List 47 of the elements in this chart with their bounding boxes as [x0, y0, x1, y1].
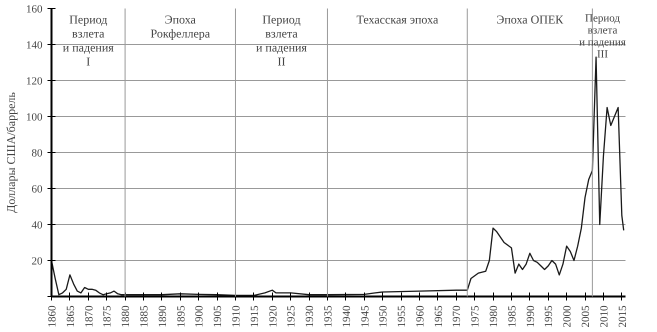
x-tick-label: 1970 [451, 305, 464, 328]
x-tick-label: 1975 [470, 305, 482, 328]
annotation: Эпоха ОПЕК [496, 12, 564, 26]
x-tick-label: 1890 [156, 305, 169, 328]
y-tick-label: 20 [32, 256, 43, 268]
x-tick-label: 1885 [138, 305, 150, 328]
x-tick-label: 1935 [322, 305, 334, 328]
x-tick-label: 1950 [378, 305, 390, 328]
x-tick-label: 1965 [432, 305, 445, 328]
annotation: Период взлета и падения II [256, 12, 308, 68]
y-tick-label: 160 [26, 4, 43, 16]
x-tick-label: 1925 [286, 305, 298, 328]
x-tick-label: 1875 [102, 305, 114, 328]
x-tick-label: 1930 [304, 305, 316, 328]
x-tick-label: 1880 [120, 305, 132, 328]
x-tick-label: 2005 [580, 305, 592, 328]
y-tick-label: 60 [32, 184, 43, 196]
x-tick-label: 1895 [175, 305, 188, 328]
annotation: Эпоха Рокфеллера [150, 12, 211, 40]
annotation: Период взлета и падения I [62, 12, 114, 68]
x-tick-label: 1865 [64, 305, 77, 328]
y-tick-label: 120 [26, 76, 43, 88]
annotation: Техасская эпоха [356, 12, 439, 26]
y-tick-label: 100 [26, 112, 43, 124]
x-tick-label: 1870 [83, 305, 96, 328]
y-tick-label: 80 [32, 148, 43, 160]
x-tick-label: 1960 [414, 305, 426, 328]
x-tick-label: 1990 [524, 305, 537, 328]
x-tick-label: 1920 [267, 305, 280, 328]
x-tick-label: 1995 [543, 305, 556, 328]
x-tick-label: 1860 [46, 305, 58, 328]
x-tick-label: 2000 [562, 305, 574, 328]
x-tick-label: 1945 [359, 305, 372, 328]
x-tick-label: 1940 [340, 305, 353, 328]
y-tick-label: 40 [32, 220, 43, 232]
x-tick-label: 1985 [506, 305, 518, 328]
x-tick-label: 1915 [248, 305, 261, 328]
x-tick-label: 1900 [194, 305, 206, 328]
y-tick-label: 140 [26, 40, 43, 52]
x-tick-label: 1955 [396, 305, 408, 328]
y-axis-title: Доллары США/баррель [4, 92, 18, 213]
annotation: Период взлета и падения III [579, 12, 626, 60]
x-tick-label: 1905 [212, 305, 224, 328]
x-tick-label: 2015 [616, 305, 629, 328]
x-tick-label: 1910 [230, 305, 242, 328]
x-tick-label: 1980 [488, 305, 500, 328]
x-tick-label: 2010 [598, 305, 610, 328]
